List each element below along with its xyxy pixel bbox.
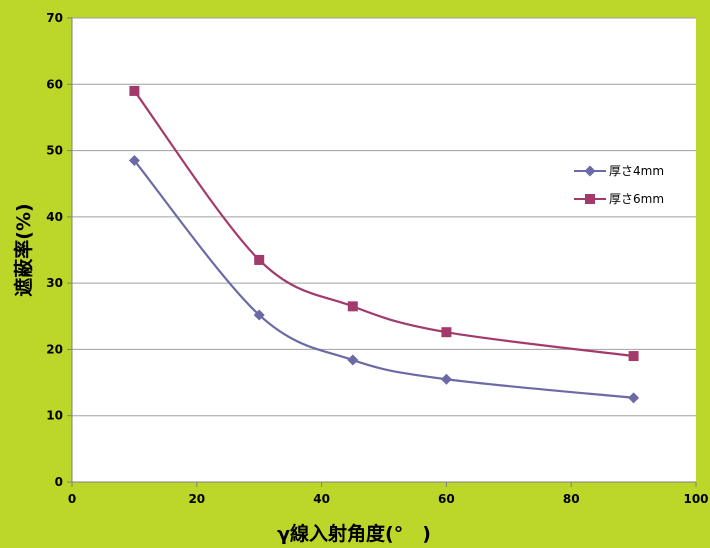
series-group [128, 85, 640, 404]
data-point [347, 301, 358, 312]
x-tick-label: 40 [313, 492, 330, 506]
x-axis-title: γ線入射角度(° ) [277, 522, 431, 545]
data-point [628, 392, 640, 404]
axes [71, 18, 696, 483]
data-point [253, 309, 265, 321]
legend: 厚さ4mm 厚さ6mm [574, 164, 664, 206]
data-point [441, 327, 452, 338]
legend-label: 厚さ4mm [609, 164, 664, 178]
x-tick-label: 100 [683, 492, 708, 506]
y-tick-label: 40 [46, 210, 63, 224]
data-point [254, 254, 265, 265]
legend-marker [584, 165, 596, 177]
data-point [347, 354, 359, 366]
legend-label: 厚さ6mm [609, 192, 664, 206]
x-tick-label: 0 [68, 492, 76, 506]
x-tick-label: 80 [563, 492, 580, 506]
y-tick-label: 0 [55, 475, 63, 489]
y-tick-label: 60 [46, 77, 63, 91]
data-point [628, 351, 639, 362]
x-tick-label: 60 [438, 492, 455, 506]
x-axis-ticks: 0 20 40 60 80 100 [68, 482, 709, 506]
y-tick-label: 20 [46, 342, 63, 356]
plot-area [72, 18, 696, 482]
data-point [128, 155, 140, 167]
data-point [129, 85, 140, 96]
data-point [440, 373, 452, 385]
legend-marker [585, 194, 595, 204]
y-tick-label: 70 [46, 11, 63, 25]
x-tick-label: 20 [188, 492, 205, 506]
y-tick-label: 10 [46, 409, 63, 423]
y-axis-title: 遮蔽率(%) [12, 203, 35, 296]
y-tick-label: 30 [46, 276, 63, 290]
y-axis-ticks: 0 10 20 30 40 50 60 70 [46, 11, 72, 489]
y-tick-label: 50 [46, 144, 63, 158]
